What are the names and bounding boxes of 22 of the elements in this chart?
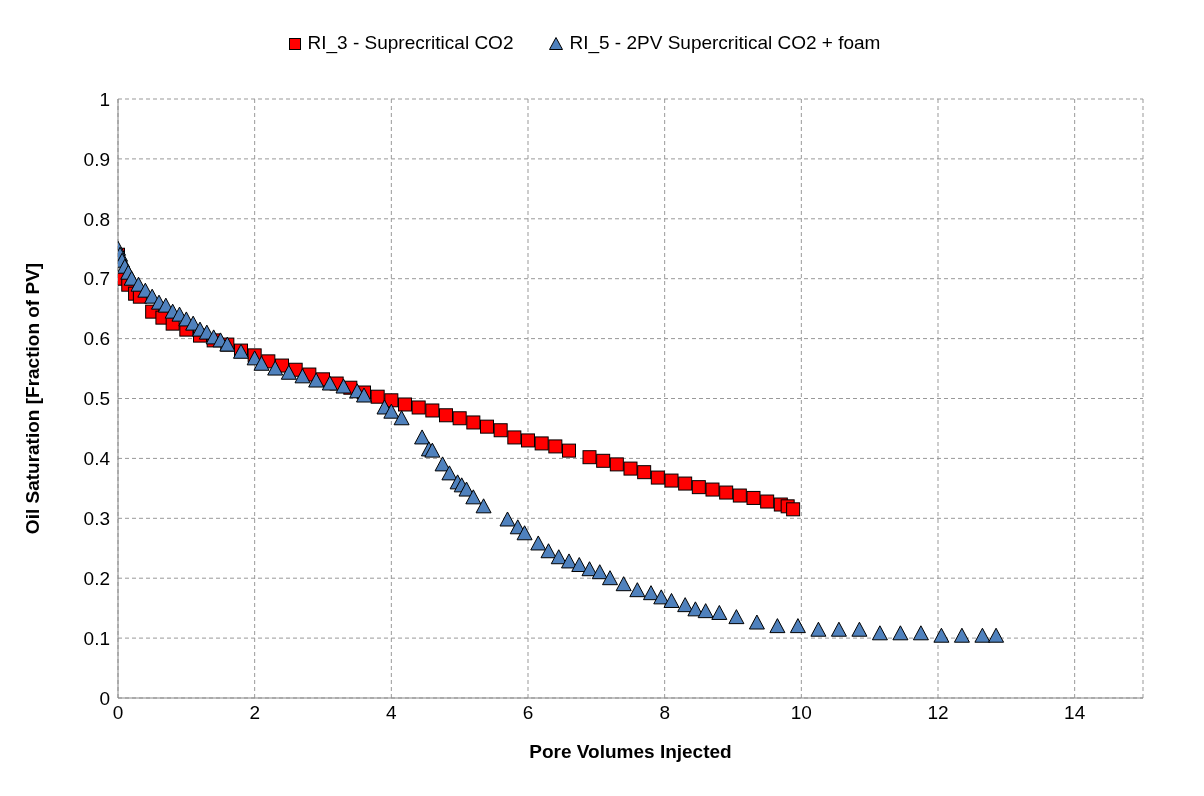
y-tick-label: 0.6: [83, 328, 110, 350]
x-tick-label: 2: [249, 702, 260, 724]
x-axis-title: Pore Volumes Injected: [529, 741, 732, 762]
y-tick-label: 1: [99, 88, 110, 110]
y-tick-label: 0.8: [83, 208, 110, 230]
y-tick-label: 0.1: [83, 627, 110, 649]
y-tick-label: 0.4: [83, 448, 111, 470]
legend-label: RI_3 - Suprecritical CO2: [306, 32, 514, 53]
y-tick-label: 0: [99, 687, 110, 709]
y-tick-label: 0.9: [83, 148, 110, 170]
x-tick-label: 8: [659, 702, 670, 724]
x-tick-label: 4: [386, 702, 398, 724]
x-tick-label: 10: [790, 702, 812, 724]
y-tick-label: 0.7: [83, 268, 110, 290]
y-axis-title: Oil Saturation [Fraction of PV]: [21, 262, 43, 535]
y-tick-label: 0.2: [83, 567, 110, 589]
x-tick-label: 14: [1064, 702, 1086, 724]
x-tick-label: 6: [522, 702, 534, 724]
y-tick-label: 0.3: [83, 508, 110, 530]
y-tick-label: 0.5: [83, 388, 110, 410]
x-tick-label: 12: [927, 702, 949, 724]
legend-label: RI_5 - 2PV Supercritical CO2 + foam: [568, 32, 881, 53]
